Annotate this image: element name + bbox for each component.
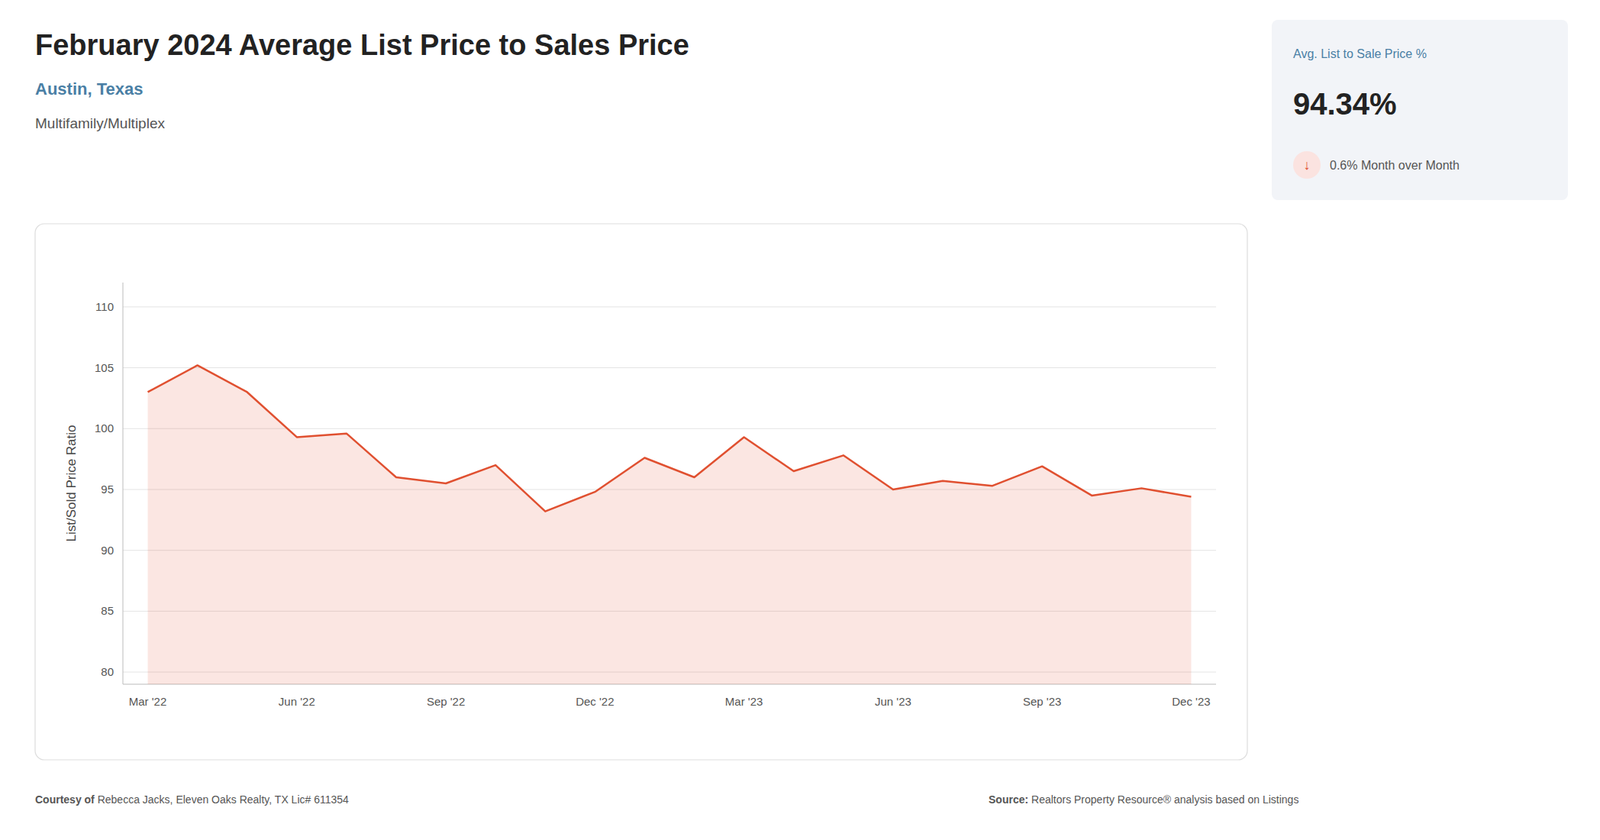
x-tick-label: Dec '22 bbox=[575, 694, 614, 708]
title: February 2024 Average List Price to Sale… bbox=[35, 29, 690, 62]
area bbox=[148, 364, 1192, 684]
chart-root: February 2024 Average List Price to Sale… bbox=[0, 0, 1600, 840]
x-tick-label: Sep '22 bbox=[426, 694, 465, 708]
card-label: Avg. List to Sale Price % bbox=[1293, 47, 1427, 61]
x-tick-label: Sep '23 bbox=[1022, 694, 1062, 708]
footer-credit: Courtesy of Rebecca Jacks, Eleven Oaks R… bbox=[35, 793, 349, 806]
x-tick-label: Dec '23 bbox=[1171, 694, 1210, 708]
y-tick-label: 110 bbox=[95, 300, 114, 313]
y-tick-label: 100 bbox=[94, 421, 114, 435]
x-tick-label: Mar '22 bbox=[129, 694, 168, 708]
y-tick-label: 90 bbox=[100, 543, 114, 557]
data-group bbox=[148, 364, 1192, 684]
y-tick-label: 105 bbox=[94, 361, 114, 375]
subtitle: Austin, Texas bbox=[35, 79, 143, 99]
line bbox=[148, 364, 1192, 511]
grid-line bbox=[122, 306, 1217, 307]
card-arrow: ↓ bbox=[1303, 157, 1311, 173]
y-tick-label: 80 bbox=[100, 664, 114, 678]
card-badge bbox=[1293, 151, 1321, 179]
y-axis-line bbox=[122, 282, 124, 684]
card-change: 0.6% Month over Month bbox=[1329, 158, 1460, 172]
chart-frame bbox=[35, 223, 1248, 760]
y-tick-label: 95 bbox=[100, 482, 114, 496]
y-tick-label: 85 bbox=[100, 603, 114, 617]
footer-source-text: Realtors Property Resource® analysis bas… bbox=[1028, 793, 1299, 806]
subtitle-secondary: Multifamily/Multiplex bbox=[35, 115, 165, 132]
summary-card bbox=[1271, 19, 1568, 200]
footer-credit-text: Rebecca Jacks, Eleven Oaks Realty, TX Li… bbox=[94, 793, 349, 806]
x-tick-label: Mar '23 bbox=[725, 694, 764, 708]
x-tick-label: Jun '22 bbox=[278, 694, 316, 708]
grid-line bbox=[122, 367, 1217, 368]
background bbox=[0, 0, 1600, 840]
footer-credit-lead: Courtesy of bbox=[35, 793, 95, 806]
x-tick-label: Jun '23 bbox=[874, 694, 912, 708]
footer-source-lead: Source: bbox=[988, 793, 1029, 806]
footer-source: Source: Realtors Property Resource® anal… bbox=[988, 793, 1299, 806]
card-value: 94.34% bbox=[1293, 87, 1397, 121]
y-axis-label: List/Sold Price Ratio bbox=[64, 424, 79, 542]
